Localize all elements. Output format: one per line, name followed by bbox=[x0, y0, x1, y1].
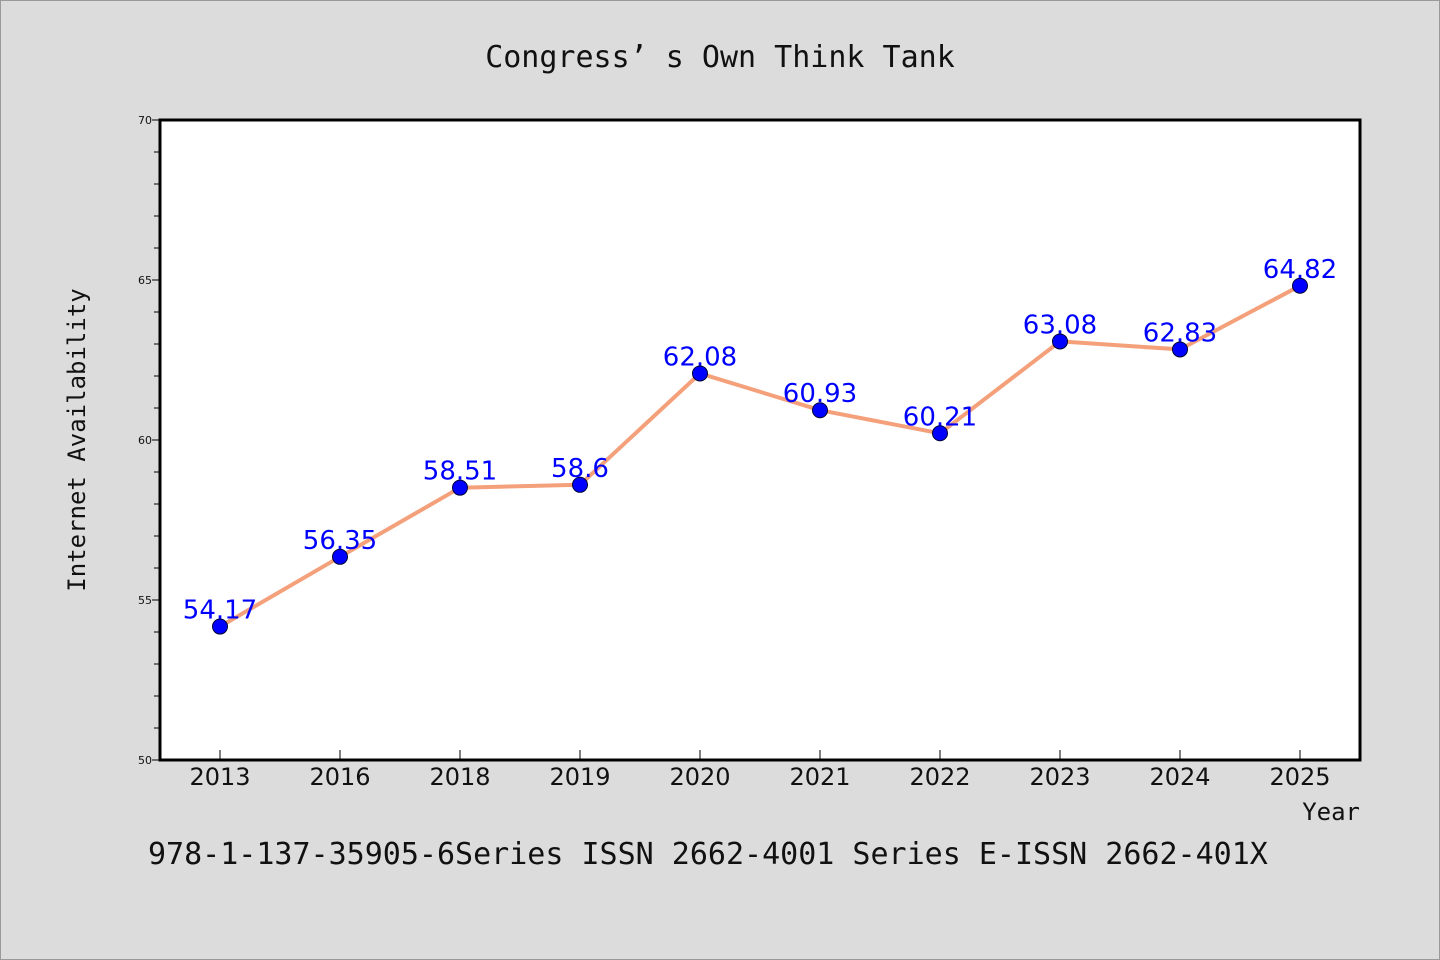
x-tick-label: 2019 bbox=[549, 763, 610, 791]
series-line bbox=[218, 283, 1302, 629]
data-point bbox=[1052, 333, 1068, 350]
x-tick-label: 2025 bbox=[1269, 763, 1330, 791]
data-label: 62.83 bbox=[1143, 318, 1217, 348]
x-tick-label: 2013 bbox=[189, 763, 250, 791]
data-labels: 54.17 56.35 58.51 58.6 62.08 60.93 60.21 63.08 6… bbox=[183, 255, 1337, 626]
x-axis-ticks: 2013 2016 2018 2019 2020 2021 2022 2023 2024 2025 bbox=[189, 750, 1331, 791]
data-point bbox=[692, 365, 708, 382]
data-label: 60.93 bbox=[783, 379, 857, 409]
x-axis-label: Year bbox=[1302, 798, 1360, 826]
data-point bbox=[452, 479, 468, 496]
data-point bbox=[572, 476, 588, 493]
footer-isbn-issn: 978-1-137-35905-6Series ISSN 2662-4001 S… bbox=[148, 837, 1268, 872]
x-tick-label: 2022 bbox=[909, 763, 970, 791]
data-label: 54.17 bbox=[183, 596, 257, 626]
y-tick-label: 60 bbox=[138, 434, 152, 447]
x-tick-label: 2023 bbox=[1029, 763, 1090, 791]
plot-frame bbox=[158, 118, 1362, 762]
y-tick-label: 70 bbox=[138, 114, 152, 127]
plot-area bbox=[160, 120, 1360, 760]
y-tick-label: 55 bbox=[138, 594, 152, 607]
data-label: 63.08 bbox=[1023, 310, 1097, 340]
y-tick-label: 50 bbox=[138, 754, 152, 767]
x-tick-label: 2018 bbox=[429, 763, 490, 791]
data-point bbox=[812, 402, 828, 419]
data-point bbox=[932, 425, 948, 442]
y-axis-label: Internet Availability bbox=[63, 288, 91, 591]
data-label: 62.08 bbox=[663, 342, 737, 372]
x-tick-label: 2020 bbox=[669, 763, 730, 791]
data-label: 58.51 bbox=[423, 457, 497, 487]
data-label: 64.82 bbox=[1263, 255, 1337, 285]
data-label: 60.21 bbox=[903, 402, 977, 432]
data-point bbox=[1172, 341, 1188, 358]
data-point bbox=[332, 548, 348, 565]
y-tick-label: 65 bbox=[138, 274, 152, 287]
data-label: 58.6 bbox=[551, 454, 609, 484]
data-point bbox=[1292, 277, 1308, 294]
data-point bbox=[212, 618, 228, 635]
data-label: 56.35 bbox=[303, 526, 377, 556]
x-tick-label: 2021 bbox=[789, 763, 850, 791]
x-tick-label: 2024 bbox=[1149, 763, 1210, 791]
x-tick-label: 2016 bbox=[309, 763, 370, 791]
chart-title: Congress’ s Own Think Tank bbox=[485, 40, 955, 75]
data-markers bbox=[212, 277, 1308, 635]
